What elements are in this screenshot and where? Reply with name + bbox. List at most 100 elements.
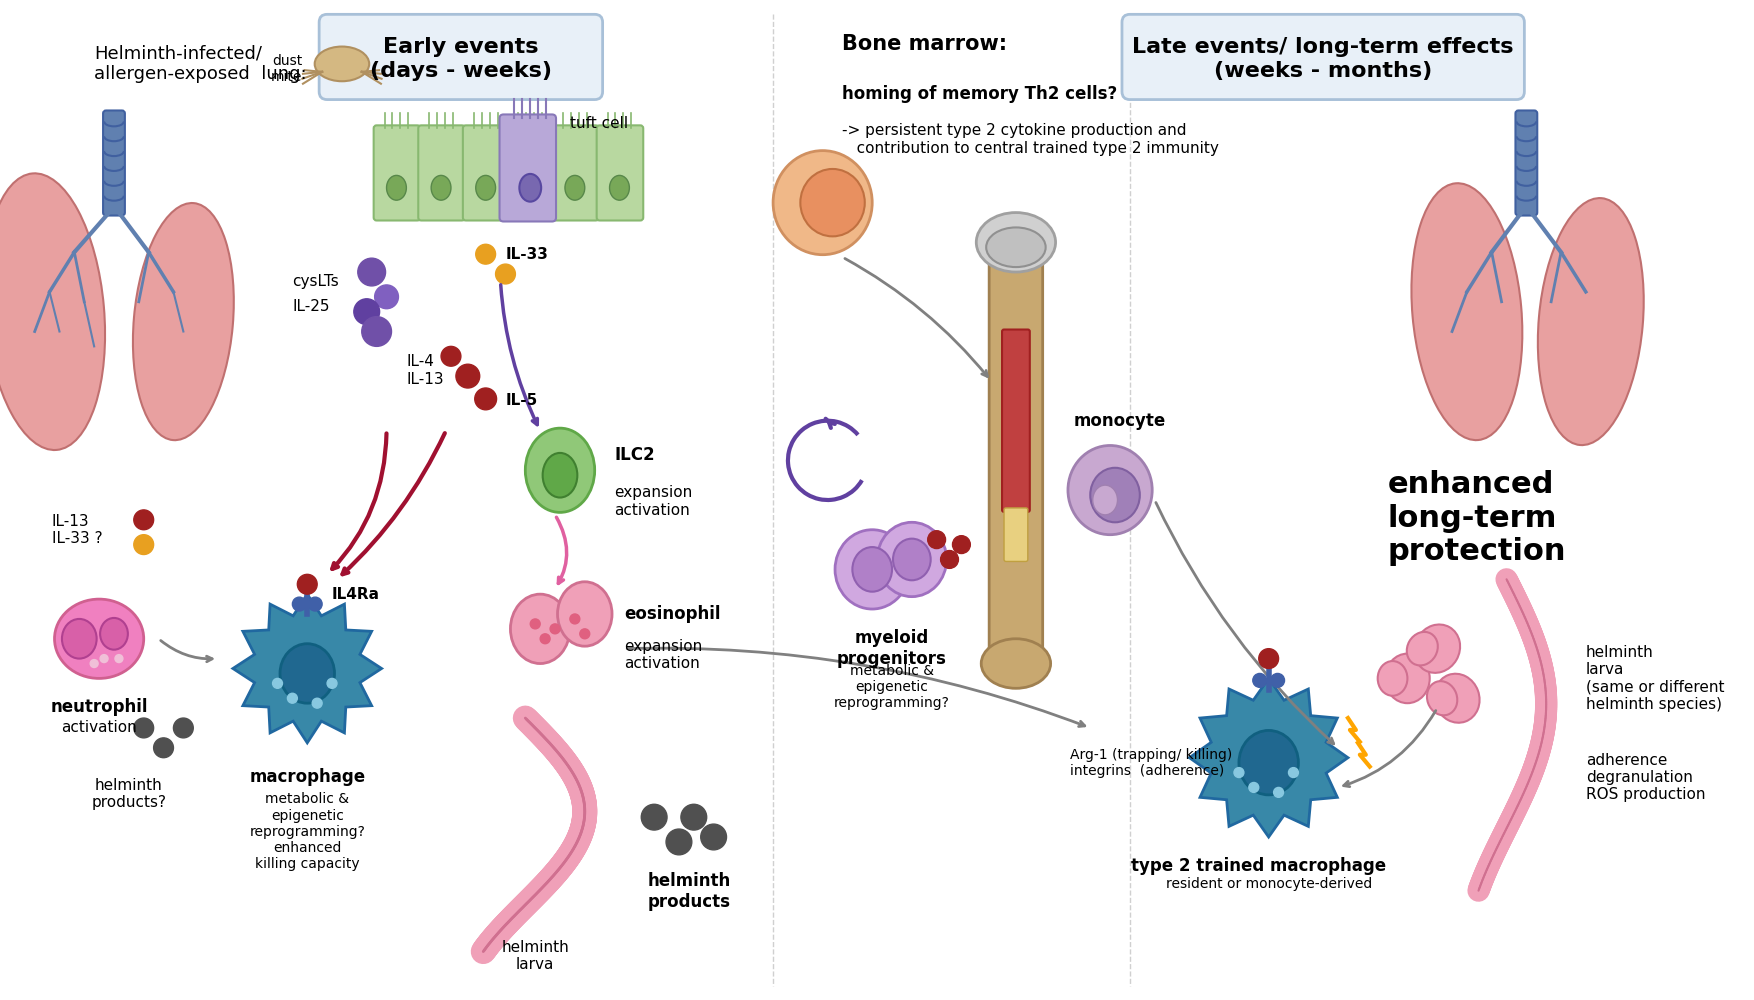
Circle shape [952, 536, 970, 554]
Text: helminth
larva: helminth larva [502, 940, 568, 972]
Circle shape [133, 718, 154, 738]
Circle shape [681, 804, 707, 830]
Text: ILC2: ILC2 [614, 446, 656, 464]
Circle shape [154, 738, 174, 758]
Ellipse shape [521, 175, 540, 200]
Text: helminth
larva
(same or different
helminth species): helminth larva (same or different helmin… [1586, 645, 1724, 712]
Circle shape [581, 629, 589, 639]
Circle shape [116, 655, 123, 663]
Text: neutrophil: neutrophil [51, 698, 147, 716]
Ellipse shape [893, 539, 931, 580]
Ellipse shape [565, 175, 584, 200]
Ellipse shape [519, 174, 542, 202]
Ellipse shape [980, 639, 1051, 688]
Circle shape [475, 244, 496, 264]
Ellipse shape [0, 173, 105, 450]
Circle shape [928, 531, 945, 549]
Ellipse shape [800, 169, 865, 236]
Circle shape [540, 634, 551, 644]
Text: Late events/ long-term effects
(weeks - months): Late events/ long-term effects (weeks - … [1133, 37, 1514, 81]
Circle shape [100, 655, 109, 663]
Text: -> persistent type 2 cytokine production and
   contribution to central trained : -> persistent type 2 cytokine production… [842, 123, 1219, 156]
Ellipse shape [1412, 183, 1522, 440]
FancyBboxPatch shape [1515, 110, 1537, 216]
Circle shape [940, 551, 958, 568]
FancyBboxPatch shape [1003, 508, 1028, 561]
Circle shape [551, 624, 560, 634]
Ellipse shape [524, 428, 595, 512]
Text: resident or monocyte-derived: resident or monocyte-derived [1166, 877, 1372, 891]
Circle shape [375, 285, 398, 309]
Circle shape [667, 829, 691, 855]
Circle shape [496, 264, 516, 284]
Text: macrophage: macrophage [249, 768, 365, 786]
Text: metabolic &
epigenetic
reprogramming?: metabolic & epigenetic reprogramming? [835, 664, 951, 710]
Ellipse shape [1377, 661, 1407, 696]
Ellipse shape [1414, 624, 1459, 673]
Ellipse shape [1386, 654, 1430, 703]
Ellipse shape [386, 175, 407, 200]
Circle shape [133, 535, 154, 555]
Ellipse shape [475, 175, 496, 200]
Ellipse shape [510, 594, 570, 664]
Ellipse shape [1238, 730, 1298, 795]
Text: Helminth-infected/
allergen-exposed  lung:: Helminth-infected/ allergen-exposed lung… [95, 44, 307, 83]
Circle shape [293, 597, 307, 611]
Text: expansion
activation: expansion activation [624, 639, 703, 671]
Circle shape [1252, 673, 1266, 687]
Circle shape [354, 299, 379, 325]
Circle shape [1259, 649, 1279, 668]
Text: type 2 trained macrophage: type 2 trained macrophage [1131, 857, 1386, 875]
Circle shape [570, 614, 581, 624]
Text: activation: activation [61, 720, 137, 735]
Polygon shape [233, 594, 382, 743]
Ellipse shape [977, 213, 1056, 272]
Text: homing of memory Th2 cells?: homing of memory Th2 cells? [842, 85, 1117, 103]
Circle shape [272, 678, 282, 688]
Text: cysLTs: cysLTs [293, 274, 339, 289]
Ellipse shape [314, 47, 368, 81]
Ellipse shape [542, 453, 577, 498]
Ellipse shape [610, 175, 630, 200]
Ellipse shape [986, 227, 1045, 267]
Circle shape [298, 574, 317, 594]
Text: Bone marrow:: Bone marrow: [842, 34, 1007, 54]
Circle shape [1270, 673, 1284, 687]
Circle shape [1235, 768, 1244, 778]
Text: eosinophil: eosinophil [624, 605, 721, 623]
Ellipse shape [281, 644, 335, 703]
Circle shape [89, 660, 98, 668]
Circle shape [288, 693, 298, 703]
FancyBboxPatch shape [553, 125, 598, 220]
Text: IL-13
IL-33 ?: IL-13 IL-33 ? [51, 514, 102, 546]
Circle shape [475, 388, 496, 410]
Ellipse shape [1428, 681, 1458, 715]
Text: IL-33: IL-33 [505, 247, 549, 262]
Circle shape [174, 718, 193, 738]
Ellipse shape [61, 619, 96, 659]
Text: helminth
products: helminth products [647, 872, 730, 911]
Circle shape [1249, 782, 1259, 792]
Ellipse shape [877, 522, 947, 597]
Ellipse shape [54, 599, 144, 678]
FancyBboxPatch shape [596, 125, 644, 220]
Circle shape [326, 678, 337, 688]
Text: helminth
products?: helminth products? [91, 778, 167, 810]
Circle shape [133, 510, 154, 530]
Circle shape [456, 364, 479, 388]
Circle shape [642, 804, 667, 830]
FancyBboxPatch shape [374, 125, 421, 220]
Text: myeloid
progenitors: myeloid progenitors [837, 629, 947, 668]
FancyBboxPatch shape [1002, 330, 1030, 512]
Ellipse shape [1407, 632, 1438, 665]
Ellipse shape [431, 175, 451, 200]
Circle shape [1289, 768, 1298, 778]
Text: monocyte: monocyte [1073, 412, 1166, 430]
Ellipse shape [558, 582, 612, 646]
Circle shape [312, 698, 323, 708]
Ellipse shape [133, 203, 233, 440]
Ellipse shape [100, 618, 128, 650]
Ellipse shape [1435, 674, 1480, 723]
Ellipse shape [852, 547, 893, 592]
Text: IL-25: IL-25 [293, 299, 330, 314]
